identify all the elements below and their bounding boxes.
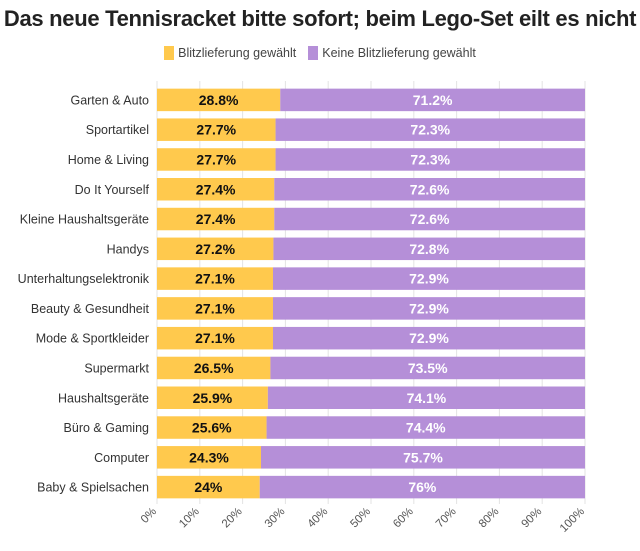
bar-segment-keine bbox=[272, 297, 585, 320]
data-label-keine: 72.9% bbox=[409, 271, 449, 287]
bar-segment-keine bbox=[267, 386, 585, 409]
bar-segment-blitz bbox=[157, 207, 275, 231]
data-label-blitz: 28.8% bbox=[199, 92, 239, 108]
data-label-keine: 74.1% bbox=[407, 390, 447, 406]
category-label: Home & Living bbox=[68, 153, 149, 167]
bar-segment-blitz bbox=[157, 88, 281, 112]
category-label: Handys bbox=[107, 242, 149, 256]
chart-title: Das neue Tennisracket bitte sofort; beim… bbox=[3, 6, 637, 31]
x-tick-label: 10% bbox=[177, 506, 202, 531]
legend-label-keine: Keine Blitzlieferung gewählt bbox=[322, 46, 476, 60]
bar-segment-blitz bbox=[157, 416, 267, 439]
bar-segment-blitz bbox=[157, 178, 275, 201]
bar-segment-blitz bbox=[157, 267, 273, 290]
bar-segment-blitz bbox=[157, 356, 271, 380]
data-label-keine: 72.3% bbox=[410, 151, 450, 167]
data-label-blitz: 27.1% bbox=[195, 330, 235, 346]
category-label: Beauty & Gesundheit bbox=[31, 302, 150, 316]
bar-segment-keine bbox=[259, 475, 585, 499]
legend-swatch-blitz bbox=[164, 46, 175, 60]
bar-segment-blitz bbox=[157, 475, 260, 499]
data-label-keine: 75.7% bbox=[403, 449, 443, 465]
data-label-keine: 72.6% bbox=[410, 211, 450, 227]
bar-segment-blitz bbox=[157, 386, 268, 409]
x-tick-label: 0% bbox=[139, 506, 159, 526]
bar-segment-keine bbox=[275, 118, 585, 141]
data-label-keine: 74.4% bbox=[406, 420, 446, 436]
bar-segment-keine bbox=[274, 178, 585, 201]
bar-segment-keine bbox=[272, 326, 585, 350]
bar-segment-blitz bbox=[157, 326, 273, 350]
data-label-blitz: 26.5% bbox=[194, 360, 234, 376]
data-label-keine: 72.6% bbox=[410, 181, 450, 197]
bar-segment-blitz bbox=[157, 297, 273, 320]
data-label-blitz: 24% bbox=[194, 479, 223, 495]
bar-segment-keine bbox=[275, 148, 585, 171]
category-label: Büro & Gaming bbox=[64, 421, 150, 435]
data-label-keine: 76% bbox=[408, 479, 437, 495]
chart-legend: Blitzlieferung gewählt Keine Blitzliefer… bbox=[0, 46, 640, 60]
x-tick-label: 70% bbox=[434, 506, 459, 531]
category-label: Supermarkt bbox=[84, 361, 149, 375]
data-label-keine: 72.8% bbox=[409, 241, 449, 257]
data-label-blitz: 27.1% bbox=[195, 300, 235, 316]
bar-segment-keine bbox=[280, 88, 585, 112]
x-tick-label: 50% bbox=[348, 506, 373, 531]
data-label-blitz: 27.7% bbox=[196, 151, 236, 167]
bar-segment-blitz bbox=[157, 148, 276, 171]
data-label-blitz: 27.1% bbox=[195, 271, 235, 287]
data-label-keine: 72.3% bbox=[410, 122, 450, 138]
bar-segment-keine bbox=[266, 416, 585, 439]
x-tick-label: 80% bbox=[477, 506, 502, 531]
bar-segment-blitz bbox=[157, 118, 276, 141]
category-label: Unterhaltungselektronik bbox=[18, 272, 150, 286]
data-label-keine: 72.9% bbox=[409, 300, 449, 316]
bar-segment-blitz bbox=[157, 446, 262, 469]
data-label-blitz: 25.9% bbox=[193, 390, 233, 406]
bar-segment-keine bbox=[261, 446, 585, 469]
data-label-blitz: 27.2% bbox=[195, 241, 235, 257]
category-label: Do It Yourself bbox=[75, 183, 150, 197]
x-tick-label: 60% bbox=[391, 506, 416, 531]
data-label-keine: 73.5% bbox=[408, 360, 448, 376]
x-tick-label: 90% bbox=[520, 506, 545, 531]
legend-item-keine: Keine Blitzlieferung gewählt bbox=[308, 46, 476, 60]
category-label: Mode & Sportkleider bbox=[36, 332, 149, 346]
category-label: Sportartikel bbox=[86, 123, 149, 137]
legend-label-blitz: Blitzlieferung gewählt bbox=[178, 46, 297, 60]
x-tick-label: 30% bbox=[263, 506, 288, 531]
category-label: Baby & Spielsachen bbox=[37, 481, 149, 495]
bar-segment-blitz bbox=[157, 237, 274, 261]
x-tick-label: 40% bbox=[306, 506, 331, 531]
x-tick-label: 20% bbox=[220, 506, 245, 531]
data-label-keine: 72.9% bbox=[409, 330, 449, 346]
data-label-blitz: 27.4% bbox=[196, 181, 236, 197]
category-label: Computer bbox=[94, 451, 149, 465]
data-label-keine: 71.2% bbox=[413, 92, 453, 108]
data-label-blitz: 27.7% bbox=[196, 122, 236, 138]
data-label-blitz: 24.3% bbox=[189, 449, 229, 465]
bar-segment-keine bbox=[273, 237, 585, 261]
bar-segment-keine bbox=[272, 267, 585, 290]
bar-segment-keine bbox=[270, 356, 585, 380]
category-label: Garten & Auto bbox=[70, 93, 149, 107]
legend-item-blitz: Blitzlieferung gewählt bbox=[164, 46, 296, 60]
data-label-blitz: 25.6% bbox=[192, 420, 232, 436]
legend-swatch-keine bbox=[308, 46, 319, 60]
x-tick-label: 100% bbox=[558, 506, 587, 535]
category-label: Kleine Haushaltsgeräte bbox=[20, 213, 149, 227]
bar-segment-keine bbox=[274, 207, 585, 231]
category-label: Haushaltsgeräte bbox=[58, 391, 149, 405]
data-label-blitz: 27.4% bbox=[196, 211, 236, 227]
